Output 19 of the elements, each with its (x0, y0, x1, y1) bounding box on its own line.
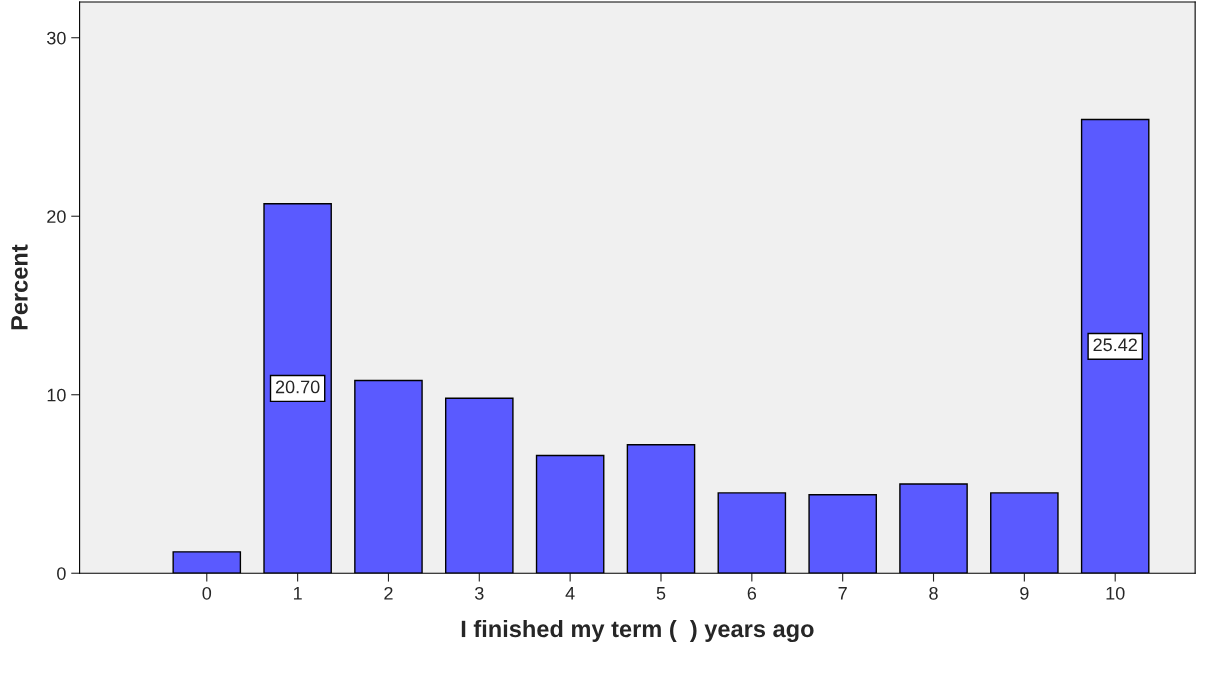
x-tick-label: 8 (929, 586, 938, 600)
y-tick-label: 0 (57, 567, 66, 580)
x-tick-label: 10 (1106, 586, 1125, 600)
x-tick-label: 9 (1020, 586, 1029, 600)
y-tick-label: 20 (47, 210, 66, 223)
x-tick-label: 1 (293, 587, 302, 600)
x-tick-label: 0 (202, 586, 212, 600)
x-tick-label: 5 (656, 587, 666, 600)
x-tick-label: 4 (565, 587, 575, 600)
x-tick-label: 6 (747, 586, 757, 600)
x-axis-title: I finished my term ( ) years ago (461, 619, 814, 643)
y-tick-label: 30 (47, 31, 66, 45)
x-tick-label: 2 (384, 586, 393, 600)
y-tick-label: 10 (47, 388, 66, 402)
x-tick-label: 7 (838, 587, 847, 600)
data-label: 25.42 (1093, 338, 1137, 352)
data-label: 20.70 (275, 380, 320, 394)
y-axis-title: Percent (11, 244, 28, 330)
x-tick-label: 3 (474, 586, 484, 600)
